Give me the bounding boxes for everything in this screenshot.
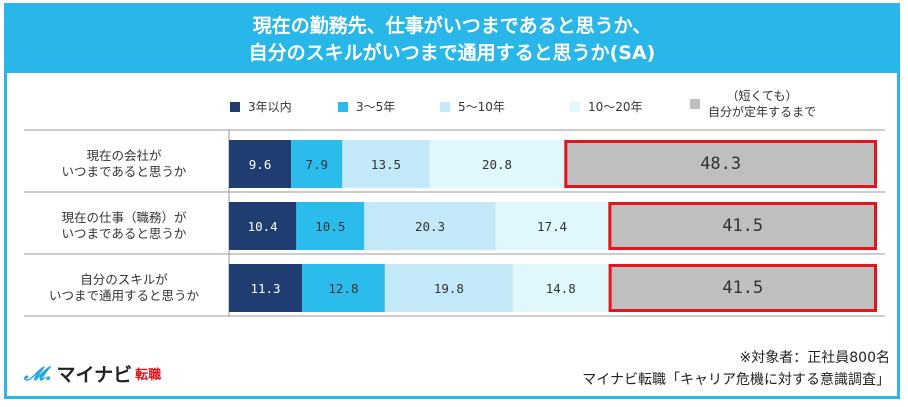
highlight-box [608,264,877,312]
data-label: 10.4 [248,219,278,234]
bar-segment [384,264,513,312]
data-label: 14.8 [546,281,576,296]
footnote: ※対象者：正社員800名 マイナビ転職「キャリア危機に対する意識調査」 [582,347,890,391]
bar-segment [342,140,430,188]
category-label-line: 自分のスキルが [80,272,168,287]
category-label-line: いつまで通用すると思うか [48,288,199,303]
bar-segment [608,202,877,250]
data-label: 41.5 [722,278,763,298]
legend-label: 3年以内 [248,100,292,114]
legend-item: 3～5年 [338,98,395,115]
legend-item: 5～10年 [440,98,505,115]
legend-item: 3年以内 [230,98,292,115]
category-label: 現在の会社が いつまであると思うか [24,148,224,180]
bar-segment [608,264,877,312]
category-label: 自分のスキルが いつまで通用すると思うか [24,272,224,304]
category-label-line: 現在の会社が [86,148,162,163]
legend-swatch [690,99,700,109]
source-note: マイナビ転職「キャリア危機に対する意識調査」 [582,372,890,388]
data-label: 19.8 [434,281,464,296]
legend-label: 5～10年 [458,100,505,114]
bar-segment [429,140,565,188]
data-label: 48.3 [700,154,741,174]
title-line-1: 現在の勤務先、仕事がいつまであると思うか、 [252,15,652,37]
legend-swatch [338,101,348,112]
bar-segment [364,202,496,250]
category-label-line: いつまであると思うか [61,164,187,179]
chart-title: 現在の勤務先、仕事がいつまであると思うか、 自分のスキルがいつまで通用すると思う… [7,6,897,73]
legend-swatch [570,101,580,112]
bar-segment [302,264,385,312]
data-label: 9.6 [249,157,272,172]
data-label: 7.9 [305,157,328,172]
bar-segment [495,202,609,250]
chart-frame: 現在の勤務先、仕事がいつまであると思うか、 自分のスキルがいつまで通用すると思う… [4,3,900,399]
data-label: 12.8 [328,281,358,296]
sample-note: ※対象者：正社員800名 [739,350,890,366]
legend-label: 3～5年 [356,100,396,114]
logo-mark-icon: 𝓜. [24,362,53,385]
legend-label: （短くても） 自分が定年するまで [708,88,816,120]
bar-segment [229,202,297,250]
data-label: 41.5 [722,216,763,236]
data-label: 10.5 [315,219,345,234]
highlight-box [608,202,877,250]
title-line-2: 自分のスキルがいつまで通用すると思うか(SA) [248,42,656,64]
data-label: 13.5 [371,157,401,172]
legend-swatch [440,101,450,112]
category-label-line: いつまであると思うか [61,226,187,241]
bar-segment [229,264,303,312]
bar-segment [291,140,343,188]
legend-label-line: （短くても） [726,89,798,103]
bar-segment [564,140,877,188]
legend-label-line: 自分が定年するまで [708,105,817,119]
bar-segment [229,140,292,188]
logo-subtext: 転職 [135,368,162,383]
category-label: 現在の仕事（職務）が いつまであると思うか [24,210,224,242]
legend-label: 10～20年 [588,100,643,114]
legend-item: 10～20年 [570,98,643,115]
logo-text: マイナビ [56,364,133,386]
data-label: 20.3 [415,219,445,234]
legend-item: （短くても） 自分が定年するまで [690,88,816,120]
data-label: 20.8 [482,157,512,172]
legend-swatch [230,101,240,112]
bar-segment [296,202,365,250]
category-label-line: 現在の仕事（職務）が [61,210,187,225]
mynavi-logo: 𝓜. マイナビ 転職 [24,360,161,387]
data-label: 11.3 [250,281,280,296]
bar-segment [512,264,609,312]
highlight-box [564,140,877,188]
data-label: 17.4 [537,219,567,234]
